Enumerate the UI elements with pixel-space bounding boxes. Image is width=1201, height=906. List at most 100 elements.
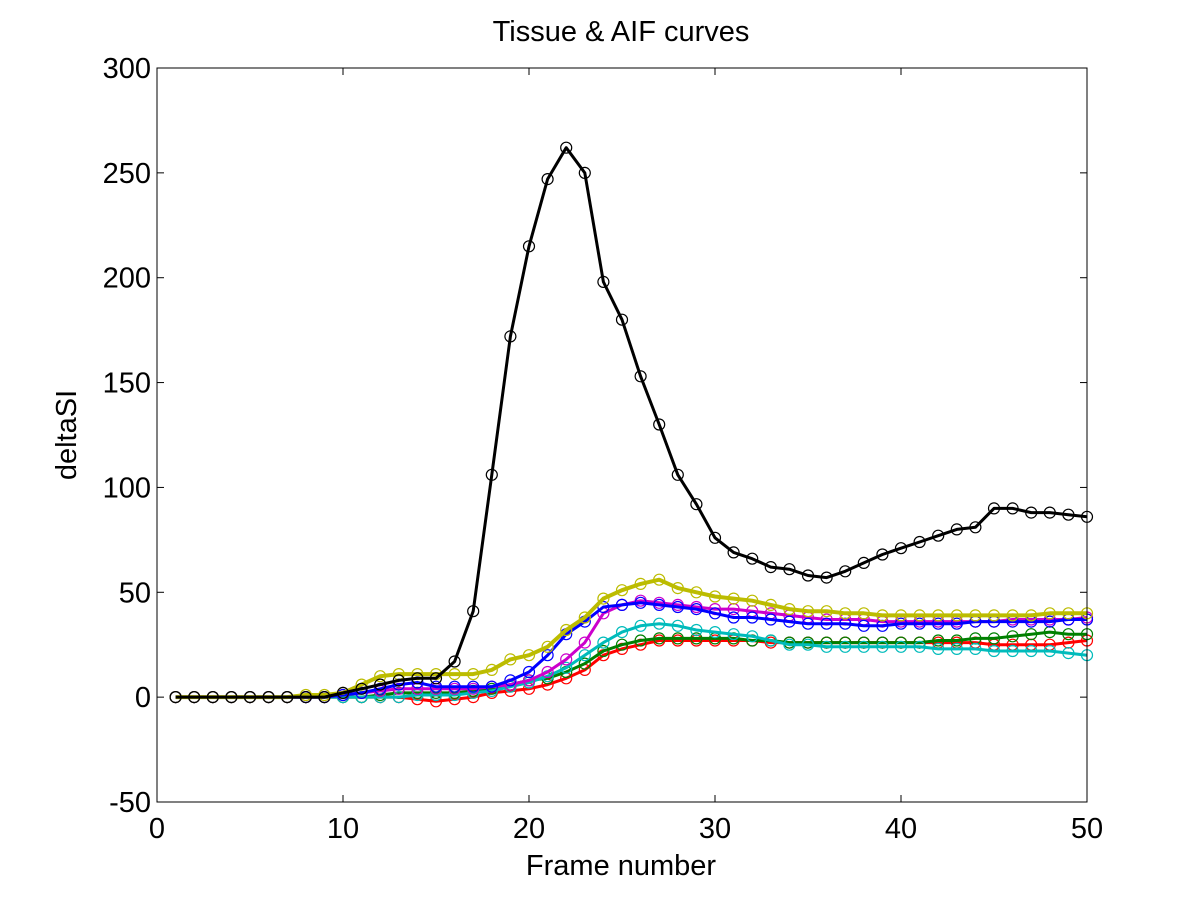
data-point — [355, 682, 368, 695]
data-point — [932, 642, 945, 656]
data-point — [597, 644, 610, 658]
data-point — [597, 636, 610, 649]
data-point — [541, 665, 554, 679]
chart-title: Tissue & AIF curves — [493, 16, 750, 48]
data-point — [634, 577, 647, 591]
x-tick-label: 50 — [1071, 813, 1103, 845]
data-point — [578, 657, 591, 670]
data-point — [374, 670, 387, 683]
data-point — [615, 313, 629, 326]
data-point — [801, 638, 815, 651]
y-tick-label: 100 — [103, 472, 151, 504]
data-point — [950, 617, 963, 630]
data-point — [504, 653, 517, 666]
data-point — [392, 690, 405, 704]
data-point — [876, 619, 889, 632]
data-point — [690, 632, 703, 645]
data-point — [876, 548, 889, 561]
data-point — [894, 617, 908, 630]
data-point — [932, 529, 945, 542]
data-point — [1025, 506, 1038, 519]
data-point — [1025, 628, 1038, 641]
data-point — [1062, 628, 1075, 641]
data-point — [783, 602, 796, 616]
data-point — [820, 605, 833, 618]
y-tick-label: 250 — [103, 158, 151, 190]
data-point — [857, 607, 870, 620]
x-axis-label: Frame number — [526, 850, 717, 882]
data-point — [671, 581, 684, 595]
data-point — [913, 617, 926, 630]
data-point — [894, 542, 908, 555]
data-point — [1043, 644, 1056, 658]
series-line — [175, 146, 1088, 699]
data-point — [708, 625, 722, 639]
data-point — [801, 605, 815, 618]
data-point — [615, 638, 629, 651]
data-point — [318, 690, 331, 704]
data-point — [839, 565, 852, 578]
data-point — [485, 680, 498, 693]
data-point — [783, 615, 796, 628]
data-point — [876, 609, 889, 622]
data-point — [764, 613, 777, 626]
data-point — [1043, 615, 1056, 628]
data-point — [1006, 630, 1019, 643]
data-point — [857, 640, 870, 653]
data-point — [690, 623, 703, 637]
data-point — [634, 634, 647, 647]
data-point — [448, 680, 461, 693]
data-point — [746, 594, 759, 607]
series-layer — [169, 141, 1094, 708]
data-point — [522, 665, 536, 679]
data-point — [801, 617, 815, 630]
data-point — [1025, 609, 1038, 622]
data-point — [987, 632, 1001, 645]
data-point — [1062, 508, 1075, 521]
data-point — [336, 686, 350, 700]
data-point — [429, 680, 443, 693]
data-point — [913, 535, 926, 549]
data-point — [1043, 506, 1056, 519]
data-point — [987, 609, 1001, 622]
data-point — [615, 598, 629, 612]
y-tick-label: 0 — [135, 682, 151, 714]
data-point — [653, 418, 666, 431]
x-tick-label: 40 — [885, 813, 917, 845]
data-point — [1006, 609, 1019, 622]
data-point — [1043, 607, 1056, 620]
data-point — [746, 630, 759, 643]
y-tick-label: 150 — [103, 368, 151, 400]
data-point — [560, 653, 573, 666]
data-point — [634, 619, 647, 632]
data-point — [1062, 646, 1075, 660]
data-point — [429, 672, 443, 685]
data-point — [653, 617, 666, 630]
x-tick-label: 0 — [149, 813, 165, 845]
x-tick-label: 30 — [699, 813, 731, 845]
data-point — [281, 690, 294, 704]
data-point — [783, 563, 796, 576]
data-point — [671, 468, 684, 481]
data-point — [783, 638, 796, 651]
data-point — [727, 592, 740, 605]
data-point — [485, 663, 498, 677]
data-point — [653, 632, 666, 645]
data-point — [727, 546, 740, 559]
data-point — [504, 330, 517, 343]
data-point — [764, 560, 777, 574]
data-point — [597, 275, 610, 288]
data-point — [467, 667, 480, 681]
data-point — [950, 642, 963, 656]
data-point — [1025, 644, 1038, 658]
y-tick-label: -50 — [109, 787, 151, 819]
data-point — [597, 592, 610, 605]
data-point — [969, 609, 982, 622]
data-point — [485, 468, 498, 481]
data-point — [839, 640, 852, 653]
data-point — [950, 609, 963, 622]
data-point — [374, 678, 387, 691]
data-point — [615, 625, 629, 639]
data-point — [634, 370, 647, 383]
data-point — [299, 690, 312, 704]
